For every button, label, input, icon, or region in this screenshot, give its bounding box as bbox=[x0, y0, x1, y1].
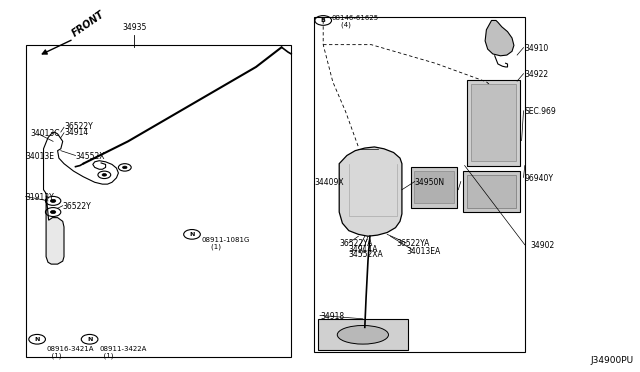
Circle shape bbox=[102, 173, 106, 176]
Bar bbox=[26, 45, 291, 357]
Text: 08146-61625
    (4): 08146-61625 (4) bbox=[332, 15, 379, 28]
Text: 31913Y: 31913Y bbox=[26, 193, 54, 202]
Text: 34902: 34902 bbox=[530, 241, 554, 250]
Circle shape bbox=[51, 211, 56, 214]
Text: FRONT: FRONT bbox=[70, 10, 106, 39]
Text: 34914: 34914 bbox=[64, 128, 88, 137]
Text: 36522YA: 36522YA bbox=[339, 239, 372, 248]
Text: 34013C: 34013C bbox=[31, 129, 60, 138]
Text: B: B bbox=[321, 18, 326, 23]
Text: 34552X: 34552X bbox=[76, 152, 105, 161]
Polygon shape bbox=[485, 20, 514, 56]
Bar bbox=[414, 171, 454, 203]
Text: 34013EA: 34013EA bbox=[406, 247, 441, 256]
Circle shape bbox=[51, 199, 56, 202]
Text: 34409X: 34409X bbox=[315, 178, 344, 187]
Text: 34013E: 34013E bbox=[26, 152, 54, 161]
Text: J34900PU: J34900PU bbox=[591, 356, 634, 365]
Text: 36522YA: 36522YA bbox=[397, 239, 430, 248]
Text: 96940Y: 96940Y bbox=[525, 174, 554, 183]
Text: 36522Y: 36522Y bbox=[63, 202, 92, 211]
Text: 08916-3421A
  (1): 08916-3421A (1) bbox=[47, 346, 94, 359]
Text: 34910: 34910 bbox=[525, 44, 549, 53]
Circle shape bbox=[123, 166, 127, 169]
Bar bbox=[467, 80, 520, 166]
Text: 34950N: 34950N bbox=[415, 178, 445, 187]
Text: N: N bbox=[87, 337, 92, 342]
Bar bbox=[314, 17, 525, 352]
Bar bbox=[411, 167, 457, 208]
Text: N: N bbox=[189, 232, 195, 237]
Text: N: N bbox=[35, 337, 40, 342]
Text: 34552XA: 34552XA bbox=[349, 250, 383, 259]
Polygon shape bbox=[46, 193, 64, 264]
Text: 34922: 34922 bbox=[525, 70, 549, 79]
Text: 34935: 34935 bbox=[122, 23, 147, 32]
Text: 34914A: 34914A bbox=[349, 245, 378, 254]
Polygon shape bbox=[339, 147, 402, 236]
Bar bbox=[467, 175, 516, 208]
Text: 08911-3422A
  (1): 08911-3422A (1) bbox=[99, 346, 147, 359]
Ellipse shape bbox=[337, 326, 388, 344]
Bar bbox=[318, 319, 408, 350]
Text: 36522Y: 36522Y bbox=[64, 122, 93, 131]
Text: 08911-1081G
    (1): 08911-1081G (1) bbox=[202, 237, 250, 250]
Bar bbox=[471, 84, 516, 161]
Text: 34918: 34918 bbox=[320, 312, 344, 321]
Text: SEC.969: SEC.969 bbox=[525, 107, 557, 116]
Bar bbox=[463, 171, 520, 212]
